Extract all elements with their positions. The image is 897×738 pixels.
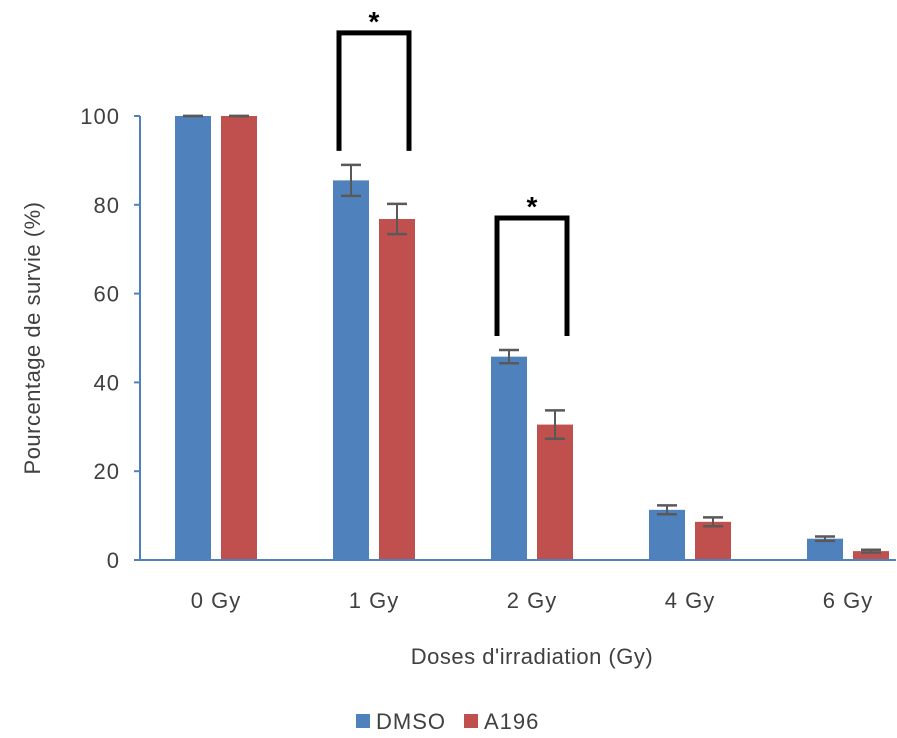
bar-a196-0gy (221, 116, 257, 560)
bar-a196-2gy (537, 424, 573, 560)
bar-dmso-4gy (649, 509, 685, 560)
y-tick-label: 60 (94, 282, 120, 307)
x-axis-title: Doses d'irradiation (Gy) (411, 644, 653, 669)
y-ticks-layer: 0 20 40 60 80 100 (80, 104, 140, 573)
y-tick-label: 40 (94, 370, 120, 395)
significance-star-1: * (369, 6, 380, 37)
significance-bracket-1 (336, 30, 412, 151)
bar-a196-6gy (853, 551, 889, 560)
legend-label-dmso: DMSO (376, 709, 446, 734)
significance-star-2: * (527, 191, 538, 222)
bar-dmso-1gy (333, 180, 369, 560)
bar-dmso-2gy (491, 356, 527, 560)
error-bars-layer (183, 114, 881, 554)
bar-a196-1gy (379, 219, 415, 560)
x-tick-label: 6 Gy (823, 588, 873, 613)
legend-label-a196: A196 (484, 709, 539, 734)
bar-dmso-6gy (807, 538, 843, 560)
x-tick-label: 0 Gy (191, 588, 241, 613)
axes-layer (139, 116, 896, 561)
y-tick-label: 100 (80, 104, 120, 129)
significance-bracket-2 (494, 215, 570, 336)
bars-layer (175, 116, 889, 560)
significance-layer: ** (336, 6, 570, 336)
y-tick-label: 0 (107, 548, 120, 573)
x-tick-label: 2 Gy (507, 588, 557, 613)
x-tick-label: 1 Gy (349, 588, 399, 613)
legend: DMSO A196 (356, 709, 539, 734)
bar-a196-4gy (695, 521, 731, 560)
x-ticks-layer: 0 Gy 1 Gy 2 Gy 4 Gy 6 Gy (191, 588, 873, 613)
x-tick-label: 4 Gy (665, 588, 715, 613)
y-axis-title: Pourcentage de survie (%) (20, 202, 45, 475)
y-tick-label: 20 (94, 459, 120, 484)
legend-swatch-a196 (464, 714, 478, 728)
legend-swatch-dmso (356, 714, 370, 728)
bar-dmso-0gy (175, 116, 211, 560)
y-tick-label: 80 (94, 193, 120, 218)
